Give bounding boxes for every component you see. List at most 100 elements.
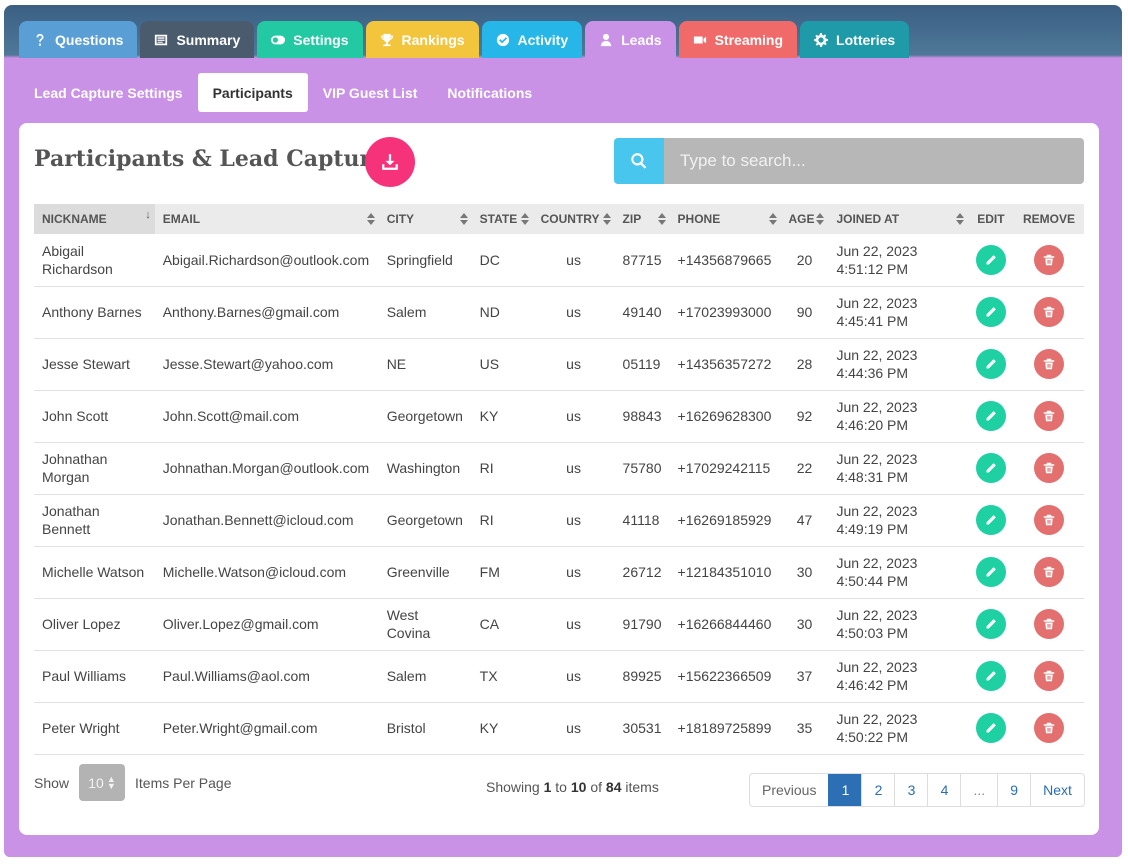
edit-button[interactable] <box>975 661 1006 691</box>
download-button[interactable] <box>365 137 415 187</box>
cell-country: us <box>532 546 615 599</box>
subtab-participants[interactable]: Participants <box>197 73 308 112</box>
remove-button[interactable] <box>1033 349 1064 379</box>
cell-edit <box>967 650 1014 703</box>
cell-joined-at: Jun 22, 2023 4:46:42 PM <box>828 650 968 703</box>
search-input[interactable] <box>664 138 1084 184</box>
trash-icon <box>1043 722 1055 734</box>
cell-edit <box>967 702 1014 755</box>
joined-time: 4:50:22 PM <box>836 729 909 745</box>
cell-email: Anthony.Barnes@gmail.com <box>154 286 379 339</box>
page-button-2[interactable]: 2 <box>861 774 894 806</box>
cell-edit <box>967 494 1014 547</box>
column-header-state[interactable]: STATE <box>471 204 533 234</box>
column-label: ZIP <box>622 212 642 226</box>
remove-button[interactable] <box>1033 244 1064 275</box>
remove-button[interactable] <box>1033 401 1064 431</box>
edit-button[interactable] <box>975 297 1006 327</box>
pagination-ellipsis: ... <box>960 774 997 806</box>
joined-time: 4:51:12 PM <box>836 260 909 277</box>
edit-button[interactable] <box>975 557 1006 587</box>
cell-age: 30 <box>780 546 829 599</box>
cell-city: Washington <box>378 442 472 495</box>
joined-date: Jun 22, 2023 <box>836 295 918 311</box>
edit-button[interactable] <box>975 609 1006 639</box>
tab-lotteries[interactable]: Lotteries <box>800 21 910 58</box>
trash-icon <box>1043 566 1055 578</box>
cell-nickname: Paul Williams <box>34 650 155 703</box>
cell-city: Salem <box>378 286 472 339</box>
search-bar <box>614 138 1084 184</box>
cell-joined-at: Jun 22, 2023 4:49:19 PM <box>828 494 968 547</box>
tab-rankings[interactable]: Rankings <box>365 21 479 58</box>
cell-email: Abigail.Richardson@outlook.com <box>154 234 379 287</box>
cell-zip: 49140 <box>614 286 670 339</box>
remove-button[interactable] <box>1033 713 1064 743</box>
column-header-joined-at[interactable]: JOINED AT <box>828 204 968 234</box>
tab-leads[interactable]: Leads <box>585 21 676 58</box>
column-header-nickname[interactable]: NICKNAME ↓ <box>34 204 155 234</box>
pencil-icon <box>986 567 996 577</box>
column-header-phone[interactable]: PHONE <box>669 204 781 234</box>
cell-joined-at: Jun 22, 2023 4:48:31 PM <box>828 442 968 495</box>
cell-email: Johnathan.Morgan@outlook.com <box>154 442 379 495</box>
participants-card: Participants & Lead Capture NICKNAME ↓ EMA… <box>19 123 1099 835</box>
cell-nickname: Jesse Stewart <box>34 338 155 391</box>
page-button-9[interactable]: 9 <box>997 774 1030 806</box>
remove-button[interactable] <box>1033 297 1064 327</box>
remove-button[interactable] <box>1033 661 1064 691</box>
subtab-lead-capture-settings[interactable]: Lead Capture Settings <box>34 84 183 101</box>
previous-page-button[interactable]: Previous <box>762 782 817 798</box>
subtab-vip-guest-list[interactable]: VIP Guest List <box>322 84 418 101</box>
cell-edit <box>967 390 1014 443</box>
remove-button[interactable] <box>1033 557 1064 587</box>
edit-button[interactable] <box>975 453 1006 483</box>
column-header-age[interactable]: AGE <box>780 204 829 234</box>
column-header-email[interactable]: EMAIL <box>154 204 379 234</box>
cell-phone: +16266844460 <box>669 598 781 651</box>
cell-edit <box>967 546 1014 599</box>
sub-navigation: Lead Capture Settings Participants VIP Gue… <box>19 73 547 112</box>
edit-button[interactable] <box>975 401 1006 431</box>
cell-city: Georgetown <box>378 494 472 547</box>
joined-time: 4:44:36 PM <box>836 365 909 381</box>
tab-streaming[interactable]: Streaming <box>678 21 798 58</box>
trash-icon <box>1043 514 1055 526</box>
tab-questions[interactable]: Questions <box>19 21 138 58</box>
column-header-country[interactable]: COUNTRY <box>532 204 615 234</box>
sort-icon <box>602 213 611 225</box>
edit-button[interactable] <box>975 713 1006 743</box>
tab-settings[interactable]: Settings <box>257 21 363 58</box>
cell-city: Springfield <box>378 234 472 287</box>
trash-icon <box>1043 254 1055 265</box>
page-button-1[interactable]: 1 <box>828 774 862 806</box>
joined-date: Jun 22, 2023 <box>836 711 918 727</box>
column-header-remove: REMOVE <box>1013 204 1084 234</box>
tab-summary[interactable]: Summary <box>140 21 255 58</box>
remove-button[interactable] <box>1033 453 1064 483</box>
page-button-4[interactable]: 4 <box>927 774 960 806</box>
per-page-select[interactable]: 10 ▲ ▼ <box>79 764 125 801</box>
search-button[interactable] <box>614 138 664 184</box>
cell-phone: +18189725899 <box>669 702 781 755</box>
joined-time: 4:50:03 PM <box>836 625 909 641</box>
page-button-3[interactable]: 3 <box>894 774 927 806</box>
pencil-icon <box>986 307 996 317</box>
cell-phone: +12184351010 <box>669 546 781 599</box>
cell-country: us <box>532 598 615 651</box>
cell-edit <box>967 286 1014 339</box>
edit-button[interactable] <box>975 349 1006 379</box>
next-page-button[interactable]: Next <box>1030 774 1084 806</box>
tab-activity[interactable]: Activity <box>481 21 583 58</box>
user-icon <box>600 33 612 46</box>
pencil-icon <box>986 671 996 681</box>
remove-button[interactable] <box>1033 609 1064 639</box>
remove-button[interactable] <box>1033 505 1064 535</box>
edit-button[interactable] <box>975 505 1006 535</box>
edit-button[interactable] <box>975 244 1006 275</box>
column-header-zip[interactable]: ZIP <box>614 204 670 234</box>
column-header-city[interactable]: CITY <box>378 204 472 234</box>
cell-remove <box>1013 702 1084 755</box>
cell-remove <box>1013 598 1084 651</box>
subtab-notifications[interactable]: Notifications <box>447 84 533 101</box>
